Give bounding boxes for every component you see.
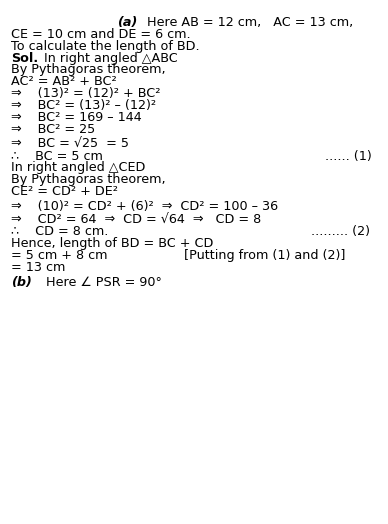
Text: In right angled △ABC: In right angled △ABC	[44, 51, 178, 64]
Text: In right angled △CED: In right angled △CED	[11, 161, 146, 174]
Text: (a): (a)	[117, 16, 137, 29]
Text: ∴    BC = 5 cm: ∴ BC = 5 cm	[11, 149, 103, 162]
Text: ⇒    BC² = 169 – 144: ⇒ BC² = 169 – 144	[11, 111, 142, 124]
Text: ⇒    BC = √25  = 5: ⇒ BC = √25 = 5	[11, 137, 129, 150]
Text: [Putting from (1) and (2)]: [Putting from (1) and (2)]	[184, 249, 345, 262]
Text: Here AB = 12 cm,   AC = 13 cm,: Here AB = 12 cm, AC = 13 cm,	[147, 16, 353, 29]
Text: CE² = CD² + DE²: CE² = CD² + DE²	[11, 185, 118, 198]
Text: ...... (1): ...... (1)	[325, 149, 372, 162]
Text: ⇒    (13)² = (12)² + BC²: ⇒ (13)² = (12)² + BC²	[11, 87, 161, 100]
Text: AC² = AB² + BC²: AC² = AB² + BC²	[11, 75, 117, 89]
Text: ⇒    CD² = 64  ⇒  CD = √64  ⇒   CD = 8: ⇒ CD² = 64 ⇒ CD = √64 ⇒ CD = 8	[11, 213, 262, 225]
Text: ⇒    BC² = 25: ⇒ BC² = 25	[11, 123, 95, 136]
Text: (b): (b)	[11, 277, 32, 289]
Text: = 5 cm + 8 cm: = 5 cm + 8 cm	[11, 249, 108, 262]
Text: By Pythagoras theorem,: By Pythagoras theorem,	[11, 63, 166, 77]
Text: = 13 cm: = 13 cm	[11, 261, 66, 274]
Text: Sol.: Sol.	[11, 51, 38, 64]
Text: By Pythagoras theorem,: By Pythagoras theorem,	[11, 173, 166, 187]
Text: ......... (2): ......... (2)	[311, 225, 370, 238]
Text: Hence, length of BD = BC + CD: Hence, length of BD = BC + CD	[11, 237, 213, 250]
Text: ∴    CD = 8 cm.: ∴ CD = 8 cm.	[11, 225, 109, 238]
Text: Here ∠ PSR = 90°: Here ∠ PSR = 90°	[38, 277, 161, 289]
Text: To calculate the length of BD.: To calculate the length of BD.	[11, 40, 200, 53]
Text: ⇒    (10)² = CD² + (6)²  ⇒  CD² = 100 – 36: ⇒ (10)² = CD² + (6)² ⇒ CD² = 100 – 36	[11, 200, 278, 213]
Text: CE = 10 cm and DE = 6 cm.: CE = 10 cm and DE = 6 cm.	[11, 28, 191, 41]
Text: ⇒    BC² = (13)² – (12)²: ⇒ BC² = (13)² – (12)²	[11, 99, 156, 112]
